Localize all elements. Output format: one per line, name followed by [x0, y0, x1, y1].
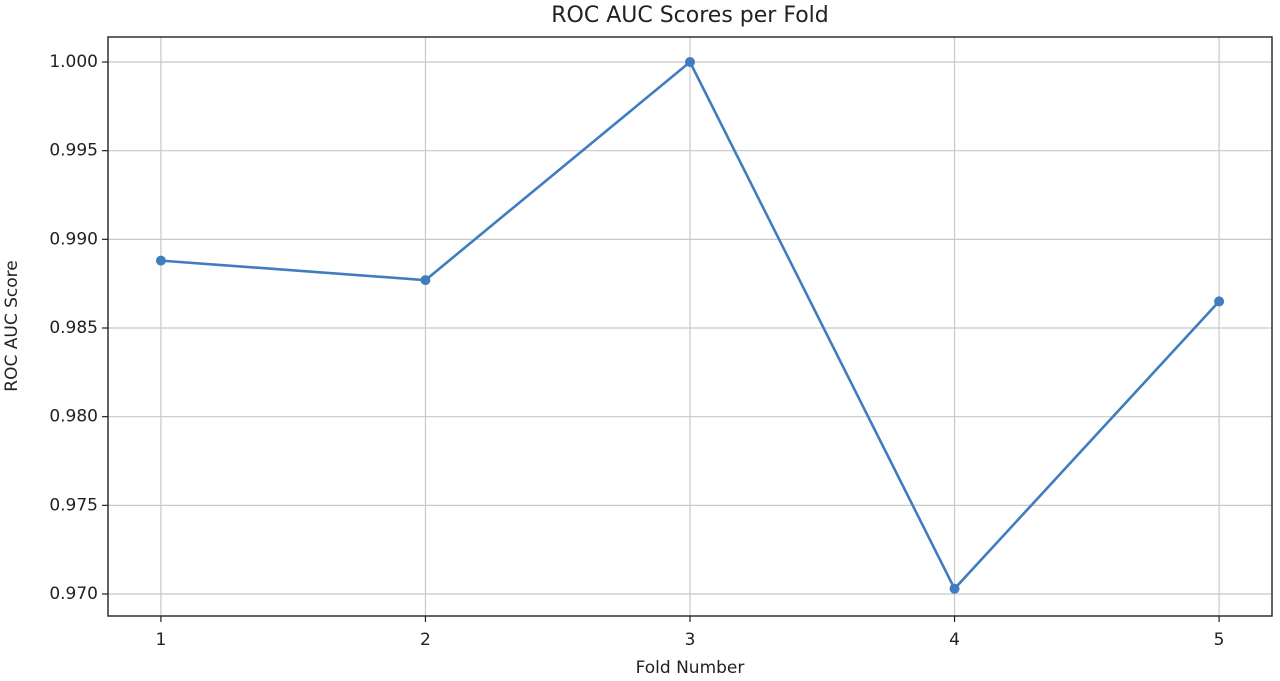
x-tick-label: 3 — [685, 630, 696, 650]
y-tick-label: 0.990 — [49, 229, 98, 249]
point — [420, 275, 431, 286]
point — [685, 57, 695, 68]
y-axis-label: ROC AUC Score — [2, 260, 22, 391]
point — [155, 255, 166, 266]
point — [1214, 296, 1225, 307]
y-tick-label: 0.975 — [49, 495, 98, 515]
x-tick-label: 2 — [420, 630, 431, 650]
y-tick-label: 0.970 — [49, 584, 98, 604]
plot-frame — [107, 36, 1273, 617]
point — [949, 583, 960, 594]
y-tick-label: 1.000 — [49, 52, 98, 72]
chart-title: ROC AUC Scores per Fold — [551, 3, 828, 28]
x-tick-label: 5 — [1214, 630, 1225, 650]
y-tick-label: 0.985 — [49, 318, 98, 338]
x-tick-label: 1 — [155, 630, 166, 650]
y-tick-label: 0.995 — [49, 141, 98, 161]
y-tick-label: 0.980 — [49, 407, 98, 427]
x-axis-label: Fold Number — [636, 658, 745, 678]
x-tick-label: 4 — [949, 630, 960, 650]
